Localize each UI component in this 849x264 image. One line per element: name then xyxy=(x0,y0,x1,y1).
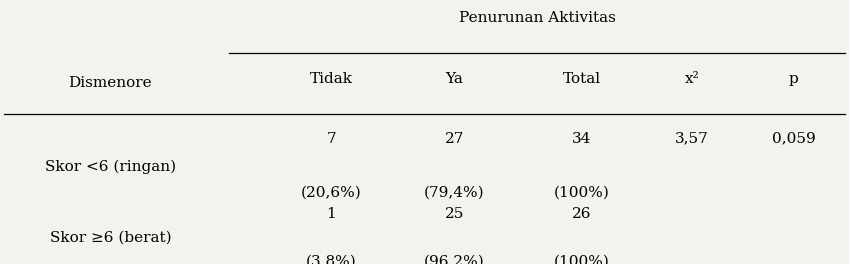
Text: (20,6%): (20,6%) xyxy=(301,186,362,200)
Text: (79,4%): (79,4%) xyxy=(424,186,485,200)
Text: (100%): (100%) xyxy=(554,186,610,200)
Text: Tidak: Tidak xyxy=(310,72,352,86)
Text: 26: 26 xyxy=(572,207,591,221)
Text: (100%): (100%) xyxy=(554,254,610,264)
Text: 7: 7 xyxy=(326,131,336,146)
Text: Ya: Ya xyxy=(445,72,464,86)
Text: Total: Total xyxy=(563,72,600,86)
Text: 3,57: 3,57 xyxy=(675,131,709,146)
Text: 34: 34 xyxy=(572,131,591,146)
Text: Skor ≥6 (berat): Skor ≥6 (berat) xyxy=(49,230,171,245)
Text: x²: x² xyxy=(684,72,700,86)
Text: 25: 25 xyxy=(445,207,464,221)
Text: 1: 1 xyxy=(326,207,336,221)
Text: (3,8%): (3,8%) xyxy=(306,254,357,264)
Text: 27: 27 xyxy=(445,131,464,146)
Text: Penurunan Aktivitas: Penurunan Aktivitas xyxy=(458,11,616,26)
Text: Skor <6 (ringan): Skor <6 (ringan) xyxy=(45,159,176,173)
Text: 0,059: 0,059 xyxy=(772,131,816,146)
Text: (96,2%): (96,2%) xyxy=(424,254,485,264)
Text: p: p xyxy=(789,72,799,86)
Text: Dismenore: Dismenore xyxy=(69,76,152,90)
